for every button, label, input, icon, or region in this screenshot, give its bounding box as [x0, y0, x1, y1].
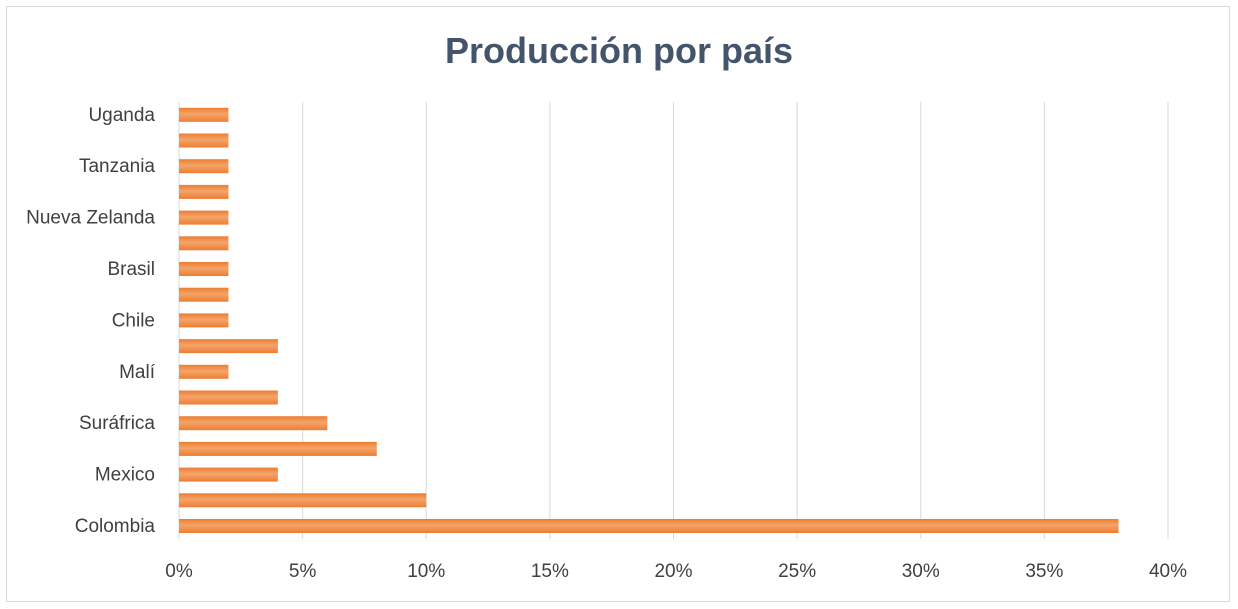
bar — [179, 493, 427, 508]
x-tick-label: 25% — [778, 561, 816, 582]
bar — [179, 467, 278, 482]
y-tick-label: Nueva Zelanda — [26, 208, 155, 229]
bar — [179, 236, 229, 251]
y-tick-label: Brasil — [107, 259, 155, 280]
bar — [179, 313, 229, 328]
bar — [179, 390, 278, 405]
bar — [179, 184, 229, 199]
x-tick-label: 20% — [654, 561, 692, 582]
x-tick-label: 35% — [1025, 561, 1063, 582]
y-tick-label: Tanzania — [79, 156, 155, 177]
bar — [179, 287, 229, 302]
bars — [179, 107, 1119, 533]
x-tick-label: 5% — [289, 561, 317, 582]
bar — [179, 107, 229, 122]
bar — [179, 364, 229, 379]
bar — [179, 519, 1119, 533]
bar — [179, 133, 229, 148]
grid-lines — [178, 102, 1169, 539]
bar — [179, 159, 229, 174]
x-tick-labels: 0% 5% 10% 15% 20% 25% 30% 35% 40% — [165, 561, 1187, 582]
y-tick-label: Malí — [119, 362, 156, 383]
y-tick-label: Mexico — [95, 465, 155, 486]
bar — [179, 210, 229, 225]
y-tick-label: Chile — [112, 310, 155, 331]
x-tick-label: 0% — [165, 561, 193, 582]
y-tick-label: Suráfrica — [79, 413, 155, 434]
bar — [179, 441, 377, 456]
bar — [179, 339, 278, 354]
y-tick-label: Colombia — [75, 516, 156, 537]
bar — [179, 416, 328, 431]
x-tick-label: 40% — [1149, 561, 1187, 582]
y-tick-label: Uganda — [88, 105, 155, 126]
y-tick-labels: Colombia Mexico Suráfrica Malí Chile Brasil… — [26, 105, 156, 537]
x-tick-label: 30% — [902, 561, 940, 582]
bar — [179, 262, 229, 276]
x-tick-label: 15% — [531, 561, 569, 582]
chart-title: Producción por país — [444, 30, 794, 71]
x-tick-label: 10% — [407, 561, 445, 582]
